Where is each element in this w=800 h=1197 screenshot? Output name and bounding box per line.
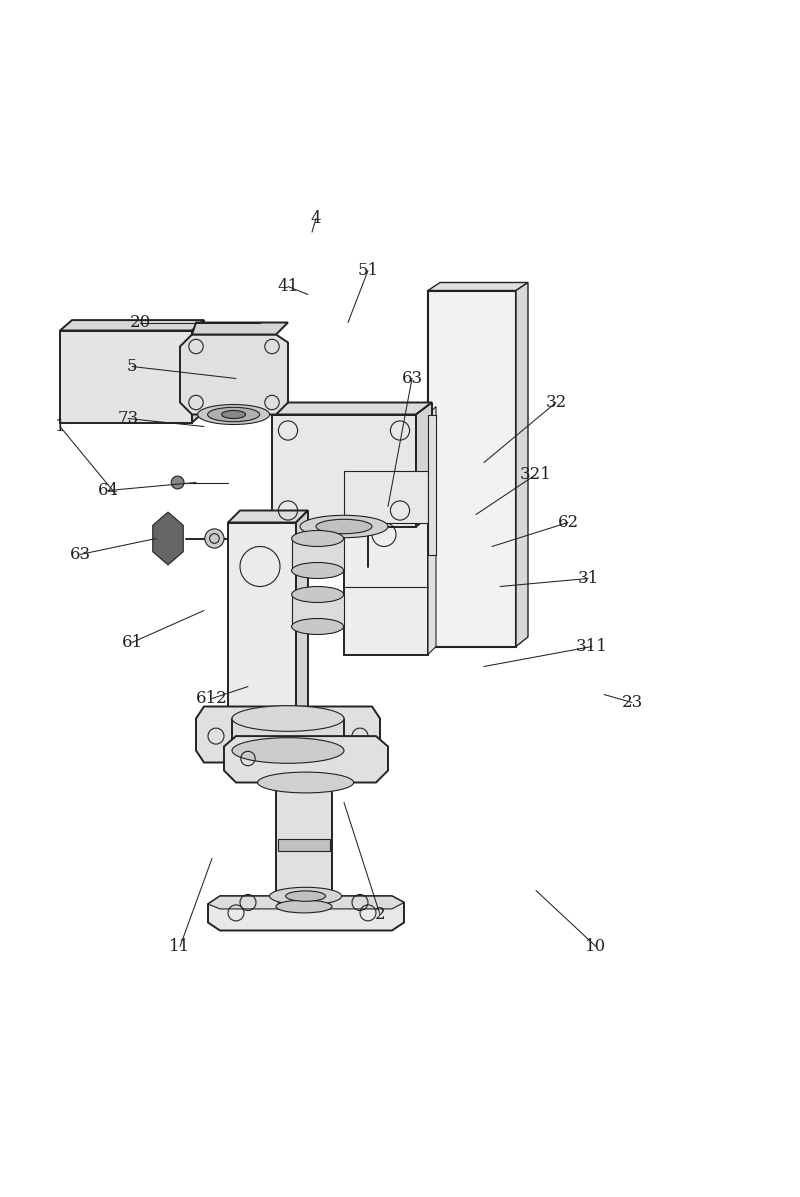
Ellipse shape — [270, 887, 342, 905]
Polygon shape — [278, 839, 330, 851]
Polygon shape — [516, 282, 528, 646]
Text: 311: 311 — [576, 638, 608, 655]
Text: 10: 10 — [586, 938, 606, 955]
Ellipse shape — [222, 411, 246, 419]
Ellipse shape — [300, 515, 388, 537]
Text: 63: 63 — [70, 546, 90, 563]
Polygon shape — [228, 510, 308, 523]
Polygon shape — [232, 718, 344, 751]
Polygon shape — [344, 414, 428, 655]
Text: 63: 63 — [402, 370, 422, 387]
Ellipse shape — [276, 900, 332, 913]
Ellipse shape — [232, 706, 344, 731]
Polygon shape — [276, 780, 332, 906]
Polygon shape — [60, 330, 192, 423]
Text: 41: 41 — [278, 278, 298, 294]
Text: 73: 73 — [118, 411, 138, 427]
Polygon shape — [192, 320, 204, 423]
Text: 612: 612 — [196, 689, 228, 707]
Text: 2: 2 — [374, 906, 386, 923]
Ellipse shape — [198, 405, 270, 425]
Polygon shape — [292, 539, 344, 571]
Text: 4: 4 — [310, 209, 322, 227]
Ellipse shape — [286, 891, 326, 901]
Text: 32: 32 — [546, 394, 566, 411]
Polygon shape — [428, 414, 436, 554]
Polygon shape — [196, 706, 380, 762]
Text: 23: 23 — [622, 694, 642, 711]
Ellipse shape — [292, 619, 344, 634]
Text: 20: 20 — [130, 314, 150, 332]
Ellipse shape — [316, 519, 372, 534]
Text: 51: 51 — [358, 262, 378, 279]
Text: 62: 62 — [558, 514, 578, 531]
Ellipse shape — [232, 737, 344, 764]
Ellipse shape — [276, 774, 332, 788]
Text: 1: 1 — [54, 418, 66, 435]
Ellipse shape — [292, 587, 344, 602]
Ellipse shape — [292, 563, 344, 578]
Text: 11: 11 — [170, 938, 190, 955]
Ellipse shape — [208, 407, 259, 421]
Polygon shape — [428, 291, 516, 646]
Polygon shape — [192, 322, 288, 334]
Polygon shape — [224, 736, 388, 783]
Circle shape — [205, 529, 224, 548]
Polygon shape — [208, 897, 404, 930]
Ellipse shape — [258, 772, 354, 792]
Polygon shape — [296, 510, 308, 727]
Polygon shape — [292, 595, 344, 626]
Text: 321: 321 — [520, 466, 552, 484]
Polygon shape — [272, 402, 432, 414]
Polygon shape — [272, 414, 416, 527]
Circle shape — [171, 476, 184, 488]
Polygon shape — [153, 512, 183, 565]
Polygon shape — [180, 334, 288, 414]
Text: 5: 5 — [126, 358, 138, 375]
Polygon shape — [228, 523, 296, 727]
Polygon shape — [344, 470, 428, 523]
Text: 64: 64 — [98, 482, 118, 499]
Polygon shape — [428, 282, 528, 291]
Polygon shape — [428, 407, 436, 655]
Polygon shape — [60, 320, 204, 330]
Ellipse shape — [292, 530, 344, 547]
Polygon shape — [416, 402, 432, 527]
Polygon shape — [412, 414, 428, 498]
Text: 31: 31 — [578, 570, 598, 587]
Text: 61: 61 — [122, 634, 142, 651]
Polygon shape — [208, 897, 404, 909]
